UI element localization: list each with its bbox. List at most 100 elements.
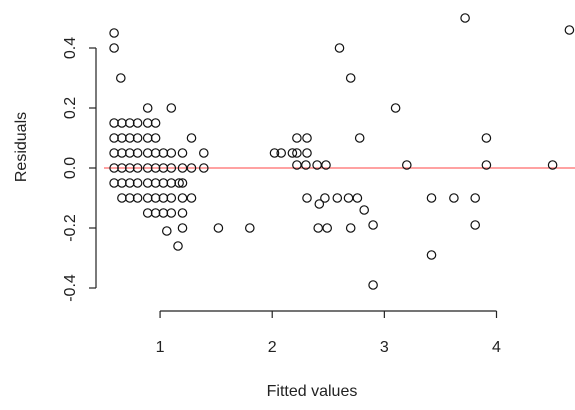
- data-point: [132, 118, 143, 128]
- data-point: [142, 208, 153, 218]
- data-point: [150, 133, 161, 143]
- data-point: [564, 25, 575, 35]
- data-point: [166, 193, 177, 203]
- data-point: [117, 118, 127, 128]
- data-point: [109, 133, 119, 143]
- data-point: [142, 148, 153, 158]
- data-point: [426, 193, 437, 203]
- data-point: [150, 178, 161, 188]
- data-point: [368, 280, 378, 290]
- data-point: [269, 148, 280, 158]
- y-tick-label: 0.0: [62, 157, 79, 179]
- data-point: [301, 160, 311, 170]
- data-point: [292, 148, 302, 158]
- x-tick-label: 1: [156, 339, 165, 356]
- data-point: [177, 163, 188, 173]
- data-point: [142, 103, 153, 113]
- data-point: [199, 163, 209, 173]
- data-point: [166, 148, 177, 158]
- data-point: [321, 160, 331, 170]
- data-point: [177, 223, 188, 233]
- data-point: [343, 193, 354, 203]
- data-point: [117, 193, 127, 203]
- x-axis-title: Fitted values: [267, 383, 358, 400]
- data-point: [132, 133, 143, 143]
- data-point: [142, 133, 153, 143]
- y-tick-label: 0.2: [62, 97, 79, 119]
- data-point: [245, 223, 255, 233]
- data-point: [287, 148, 298, 158]
- data-point: [302, 193, 312, 203]
- data-point: [109, 178, 119, 188]
- data-point: [345, 223, 356, 233]
- data-point: [186, 163, 197, 173]
- data-point: [449, 193, 459, 203]
- data-point: [426, 250, 437, 260]
- data-points: [109, 13, 575, 290]
- data-point: [334, 43, 345, 53]
- data-point: [481, 160, 492, 170]
- data-point: [276, 148, 286, 158]
- y-tick-label: 0.4: [62, 37, 79, 59]
- data-point: [401, 160, 412, 170]
- data-point: [142, 193, 153, 203]
- x-tick-label: 3: [380, 339, 389, 356]
- data-point: [314, 199, 325, 209]
- data-point: [177, 148, 188, 158]
- data-point: [166, 103, 177, 113]
- data-point: [177, 193, 188, 203]
- data-point: [199, 148, 209, 158]
- data-point: [125, 178, 135, 188]
- data-point: [125, 118, 135, 128]
- data-point: [547, 160, 558, 170]
- data-point: [158, 148, 169, 158]
- y-tick-label: -0.2: [62, 214, 79, 242]
- data-point: [125, 193, 135, 203]
- data-point: [158, 208, 169, 218]
- data-point: [292, 133, 302, 143]
- data-point: [150, 148, 161, 158]
- data-point: [109, 43, 119, 53]
- data-point: [481, 133, 492, 143]
- data-point: [177, 178, 188, 188]
- data-point: [354, 133, 365, 143]
- data-point: [302, 148, 312, 158]
- data-point: [117, 133, 127, 143]
- data-point: [116, 73, 126, 83]
- data-point: [125, 133, 135, 143]
- data-point: [158, 178, 169, 188]
- data-point: [158, 193, 169, 203]
- data-point: [117, 178, 127, 188]
- data-point: [345, 73, 356, 83]
- data-point: [292, 160, 302, 170]
- data-point: [150, 208, 161, 218]
- data-point: [166, 163, 177, 173]
- x-tick-label: 2: [268, 339, 277, 356]
- data-point: [460, 13, 470, 23]
- data-point: [390, 103, 401, 113]
- x-axis: 1 2 3 4: [156, 310, 501, 356]
- data-point: [150, 163, 161, 173]
- y-tick-label: -0.4: [62, 274, 79, 302]
- data-point: [174, 178, 184, 188]
- data-point: [177, 208, 188, 218]
- data-point: [359, 205, 369, 215]
- data-point: [368, 220, 378, 230]
- data-point: [320, 193, 330, 203]
- data-point: [109, 28, 119, 38]
- data-point: [332, 193, 343, 203]
- data-point: [132, 148, 143, 158]
- data-point: [186, 193, 197, 203]
- data-point: [162, 226, 172, 236]
- data-point: [213, 223, 224, 233]
- data-point: [109, 163, 119, 173]
- y-axis-title: Residuals: [13, 112, 30, 182]
- data-point: [109, 118, 119, 128]
- data-point: [322, 223, 332, 233]
- data-point: [173, 241, 183, 251]
- data-point: [142, 178, 153, 188]
- data-point: [186, 133, 197, 143]
- data-point: [109, 148, 119, 158]
- data-point: [142, 118, 153, 128]
